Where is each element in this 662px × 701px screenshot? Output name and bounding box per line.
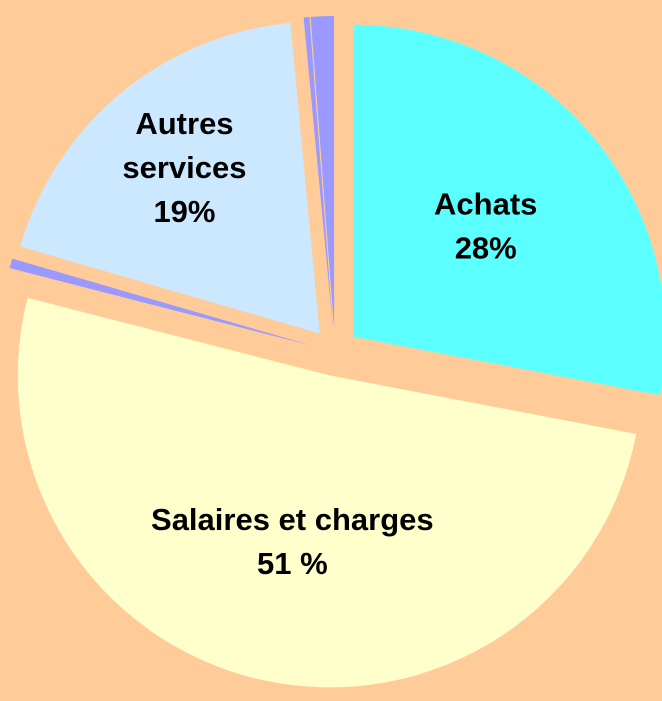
pie-slice (9, 258, 312, 346)
pie-slice (353, 24, 662, 396)
slice-label: Achats (434, 187, 537, 222)
labels: Achats 28% Salaires et charges 51 % Autres se… (122, 106, 537, 581)
pie-slice (17, 297, 637, 688)
slice-label: Salaires et charges (151, 502, 434, 537)
slice-label: Autres services (122, 106, 246, 185)
pie-slice (310, 16, 335, 329)
pie-slice (20, 22, 320, 334)
slice-value-label: 19% (153, 194, 215, 229)
slice-value-label: 28% (455, 231, 517, 266)
slice-value-label: 51 % (257, 546, 328, 581)
pie-slice (303, 16, 333, 329)
slices (9, 16, 662, 688)
